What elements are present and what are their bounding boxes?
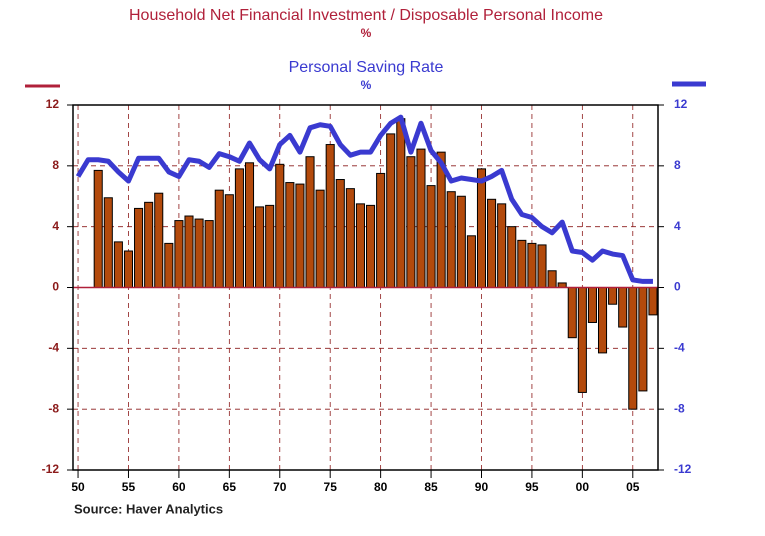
bar <box>567 287 577 339</box>
bar <box>194 218 204 288</box>
bar <box>517 239 527 289</box>
x-tick-label: 50 <box>71 480 85 494</box>
y-tick-label: 0 <box>52 280 59 294</box>
y2-tick-label: 4 <box>674 219 681 233</box>
line <box>75 114 653 284</box>
series-title: Personal Saving Rate <box>289 59 444 76</box>
y2-tick-label: -12 <box>674 462 692 476</box>
bar <box>507 226 517 289</box>
bar <box>305 156 315 288</box>
y2-tick-label: 12 <box>674 97 688 111</box>
y-tick-label: 12 <box>46 97 60 111</box>
x-tick-label: 65 <box>223 480 237 494</box>
y2-tick-label: -4 <box>674 341 685 355</box>
bar <box>164 242 174 288</box>
source: Source: Haver Analytics <box>74 501 223 516</box>
bar <box>224 194 234 289</box>
bar <box>154 192 164 288</box>
bar <box>244 162 255 289</box>
bar <box>93 169 103 288</box>
y-tick-label: 8 <box>52 158 59 172</box>
bar <box>285 182 295 288</box>
bar <box>204 220 214 288</box>
bar <box>527 242 537 288</box>
bar <box>386 133 396 288</box>
y-tick-label: -12 <box>42 462 60 476</box>
bar <box>426 185 436 289</box>
bar <box>587 287 597 323</box>
x-tick-label: 05 <box>626 480 640 494</box>
bar <box>103 197 113 288</box>
bar <box>597 287 608 354</box>
y-tick-label: -4 <box>48 341 59 355</box>
bar <box>547 270 557 289</box>
series-title: Household Net Financial Investment / Dis… <box>129 7 603 24</box>
bar <box>537 244 547 289</box>
bar <box>577 287 587 393</box>
bar <box>355 203 365 289</box>
bar <box>123 250 134 288</box>
y2-tick-label: 8 <box>674 158 681 172</box>
bar <box>345 188 355 288</box>
bar <box>487 198 497 289</box>
bar <box>456 195 466 288</box>
bar <box>335 179 345 288</box>
bar <box>134 207 144 289</box>
y-tick-label: -8 <box>48 401 59 415</box>
bar <box>416 148 426 288</box>
bar <box>608 287 618 305</box>
bar <box>184 215 194 288</box>
x-tick-label: 80 <box>374 480 388 494</box>
bar <box>214 189 224 289</box>
x-tick-label: 75 <box>324 480 338 494</box>
bar <box>275 163 285 288</box>
y-tick-label: 4 <box>52 219 59 233</box>
bar <box>234 168 244 288</box>
bar <box>446 191 456 288</box>
bar <box>497 203 507 289</box>
plot-frame <box>72 104 659 471</box>
bar <box>325 144 335 288</box>
bar <box>295 183 305 288</box>
bar <box>648 287 658 316</box>
y-unit: % <box>361 26 372 40</box>
x-tick-label: 85 <box>424 480 438 494</box>
bar <box>265 204 275 288</box>
x-tick-label: 70 <box>273 480 287 494</box>
bar <box>628 287 638 410</box>
bar <box>618 287 628 328</box>
x-tick-label: 95 <box>525 480 539 494</box>
y2-unit: % <box>361 78 372 92</box>
bar <box>174 220 184 288</box>
bar <box>144 201 154 288</box>
bar <box>113 241 123 288</box>
x-tick-label: 00 <box>576 480 590 494</box>
bar <box>315 189 325 289</box>
bar <box>466 235 476 289</box>
bar <box>638 287 648 392</box>
bar <box>396 118 406 288</box>
bar <box>406 156 416 288</box>
x-tick-label: 55 <box>122 480 136 494</box>
bar <box>255 206 265 288</box>
bar <box>376 172 386 288</box>
bar <box>476 168 487 288</box>
bar <box>366 204 376 288</box>
x-tick-label: 60 <box>172 480 186 494</box>
y2-tick-label: -8 <box>674 401 685 415</box>
x-tick-label: 90 <box>475 480 489 494</box>
y2-tick-label: 0 <box>674 280 681 294</box>
